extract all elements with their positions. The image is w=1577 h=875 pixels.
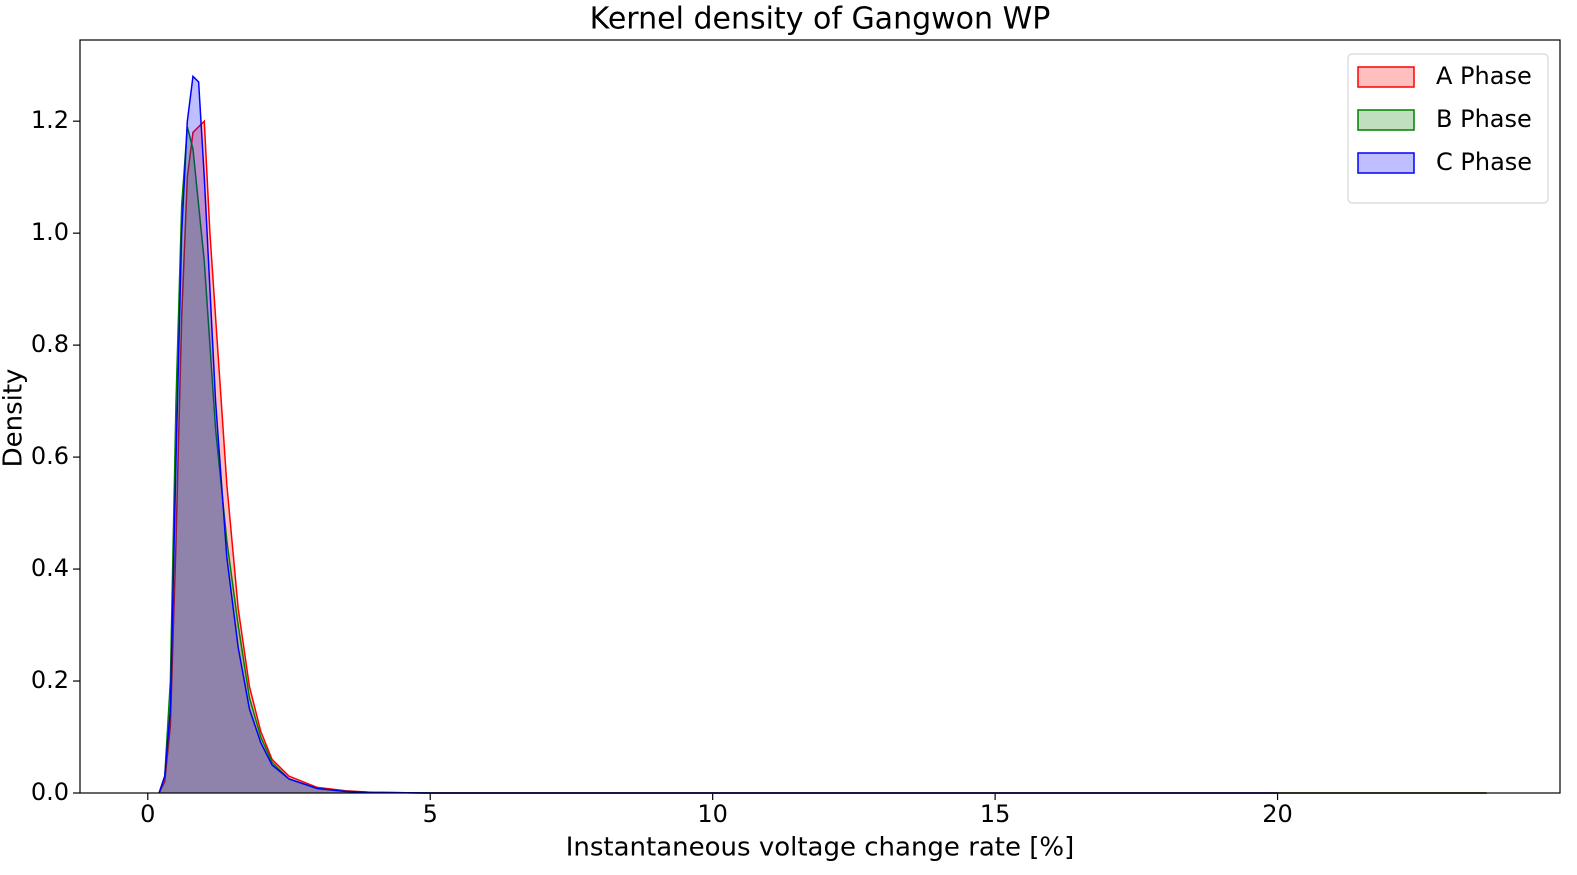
density-line (158, 119, 1487, 794)
y-tick-label: 0.2 (31, 666, 69, 694)
chart-title: Kernel density of Gangwon WP (590, 2, 1051, 37)
density-line (158, 126, 1487, 794)
y-tick-label: 1.2 (31, 106, 69, 134)
area-fill (159, 126, 1487, 793)
legend-label: C Phase (1436, 148, 1532, 176)
legend-swatch (1357, 109, 1415, 131)
y-axis-label: Density (0, 369, 29, 468)
area-fill (159, 76, 1278, 794)
x-tick-label: 5 (423, 800, 438, 828)
x-tick-label: 15 (980, 800, 1011, 828)
y-tick-label: 1.0 (31, 218, 69, 246)
area-fill (159, 121, 1487, 793)
legend-box (1347, 53, 1549, 204)
legend-swatch (1357, 152, 1415, 174)
y-tick-label: 0.8 (31, 330, 69, 358)
density-line (158, 74, 1278, 794)
x-tick-label: 0 (140, 800, 155, 828)
y-tick-label: 0.4 (31, 554, 69, 582)
x-tick-label: 10 (697, 800, 728, 828)
legend-label: B Phase (1436, 105, 1532, 133)
y-tick-label: 0.6 (31, 442, 69, 470)
x-axis-label: Instantaneous voltage change rate [%] (566, 833, 1075, 863)
y-tick-label: 0.0 (31, 778, 69, 806)
legend-swatch (1357, 66, 1415, 88)
legend-label: A Phase (1436, 62, 1532, 90)
plot-frame (79, 39, 1561, 794)
x-tick-label: 20 (1262, 800, 1293, 828)
